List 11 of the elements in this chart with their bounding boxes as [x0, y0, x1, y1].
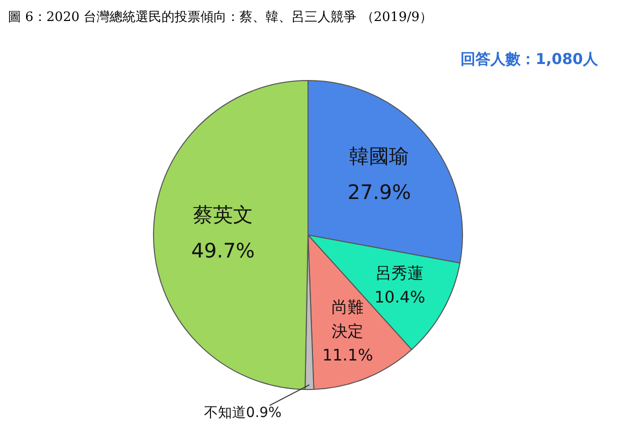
data-label: 10.4%	[374, 287, 426, 306]
data-label: 49.7%	[191, 238, 255, 262]
slice-label: 尚難決定	[332, 297, 364, 340]
chart-title: 圖 6：2020 台灣總統選民的投票傾向：蔡、韓、呂三人競爭 （2019/9）	[8, 9, 432, 26]
data-label: 27.9%	[347, 180, 412, 204]
text: 回答人數：1,080人	[460, 50, 598, 69]
slice-label: 韓國瑜	[349, 144, 410, 168]
data-label: 11.1%	[322, 345, 374, 364]
slice-label: 蔡英文	[193, 202, 254, 226]
slice-label: 不知道0.9%	[204, 405, 282, 422]
slice-label: 呂秀蓮	[376, 263, 424, 282]
